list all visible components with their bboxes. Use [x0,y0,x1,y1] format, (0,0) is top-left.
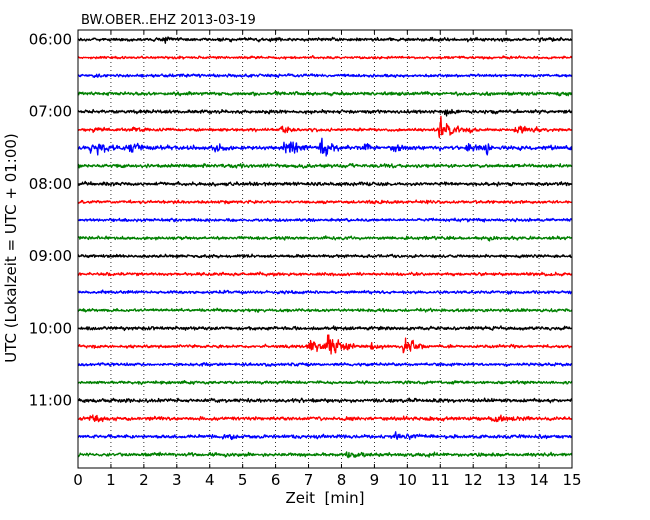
x-tick-label: 2 [139,471,149,489]
x-tick-label: 3 [172,471,182,489]
x-tick-label: 12 [464,471,483,489]
trace-0800 [77,180,573,187]
y-axis-ticks: 06:00 07:00 08:00 09:00 10:00 11:00 [29,31,82,410]
trace-0915 [77,271,573,277]
y-tick-label: 09:00 [29,247,72,265]
trace-1030 [77,362,573,367]
trace-0645 [77,90,573,97]
trace-1015 [77,334,573,355]
x-tick-label: 0 [73,471,83,489]
trace-0730 [77,137,573,157]
trace-0930 [77,289,573,295]
trace-0700 [77,108,573,117]
trace-0600 [77,36,573,44]
y-axis-label: UTC (Lokalzeit = UTC + 01:00) [2,133,20,363]
trace-0830 [77,217,573,223]
trace-1115 [77,414,573,423]
y-tick-label: 06:00 [29,31,72,49]
y-tick-label: 07:00 [29,103,72,121]
x-tick-label: 6 [271,471,281,489]
x-tick-label: 4 [205,471,215,489]
y-tick-label: 10:00 [29,319,72,337]
chart-title: BW.OBER..EHZ 2013-03-19 [81,13,256,28]
trace-0715 [77,115,573,139]
x-tick-label: 10 [398,471,417,489]
x-tick-label: 1 [106,471,116,489]
trace-1100 [77,397,573,404]
trace-1130 [77,431,573,441]
x-tick-label: 11 [431,471,450,489]
x-tick-label: 13 [497,471,516,489]
trace-0845 [77,235,573,242]
trace-0815 [77,199,573,205]
trace-0945 [77,307,573,313]
y-tick-label: 11:00 [29,392,72,410]
trace-0745 [77,162,573,169]
trace-0900 [77,253,573,259]
x-axis-ticks: 0 1 2 3 4 5 6 7 8 9 10 11 12 13 14 15 [73,30,582,489]
trace-0630 [77,73,573,79]
trace-1000 [77,325,573,332]
trace-1145 [77,451,573,459]
x-tick-label: 15 [562,471,581,489]
x-axis-label: Zeit [min] [285,489,364,507]
x-tick-label: 14 [530,471,549,489]
x-tick-label: 8 [337,471,347,489]
x-tick-label: 9 [370,471,380,489]
x-tick-label: 5 [238,471,248,489]
trace-1045 [77,379,573,386]
x-tick-label: 7 [304,471,314,489]
y-tick-label: 08:00 [29,175,72,193]
trace-0615 [77,54,573,60]
seismogram-traces [77,36,573,459]
plot-frame [77,29,573,469]
